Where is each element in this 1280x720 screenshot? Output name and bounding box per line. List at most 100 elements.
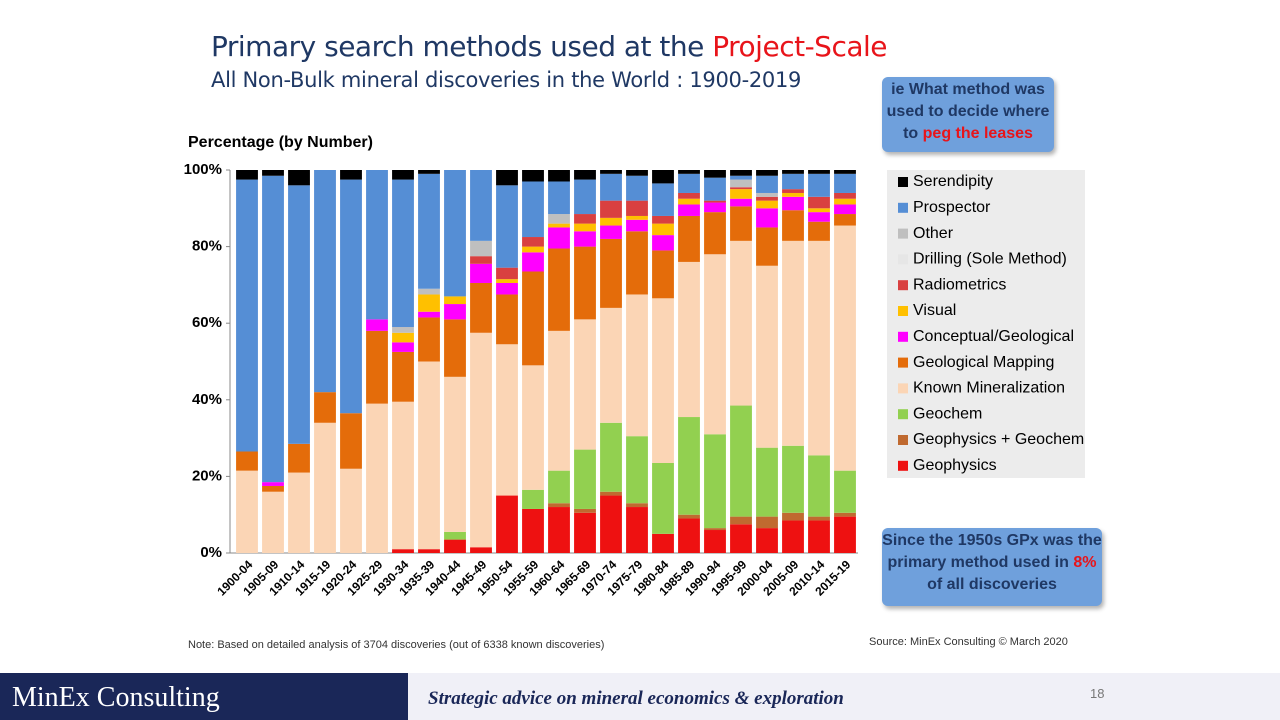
bar-segment	[548, 503, 570, 508]
bar-segment	[548, 470, 570, 504]
bar-segment	[730, 189, 752, 199]
bar-segment	[782, 192, 804, 197]
bar-segment	[600, 307, 622, 423]
title-text: Primary search methods used at the	[211, 30, 704, 63]
bar-segment	[704, 530, 726, 553]
bar-segment	[782, 512, 804, 521]
footer-band	[0, 673, 408, 720]
bar-segment	[652, 215, 674, 224]
bar-segment	[418, 549, 440, 553]
bar-segment	[730, 175, 752, 180]
y-tick-label: 0%	[200, 544, 222, 561]
bar-segment	[522, 246, 544, 253]
bar-segment	[366, 319, 388, 331]
callout: Since the 1950s GPx was the primary meth…	[882, 528, 1102, 606]
bar-segment	[730, 516, 752, 525]
bar-segment	[522, 271, 544, 366]
legend-label: Geophysics	[913, 457, 997, 474]
bar-segment	[444, 319, 466, 377]
bar-segment	[730, 240, 752, 406]
bar-segment	[808, 516, 830, 521]
legend-swatch	[898, 202, 908, 213]
bar-segment	[418, 170, 440, 174]
bar-segment	[808, 208, 830, 213]
bar-segment	[418, 311, 440, 318]
bar-segment	[704, 200, 726, 203]
bar-segment	[392, 327, 414, 333]
bar-segment	[470, 240, 492, 257]
bar-segment	[548, 214, 570, 224]
callout: ie What method was used to decide where …	[882, 77, 1054, 152]
bar-segment	[418, 173, 440, 289]
bar-segment	[808, 240, 830, 456]
bar-segment	[392, 179, 414, 328]
bar-segment	[444, 539, 466, 553]
bar-segment	[600, 173, 622, 201]
bar-segment	[782, 210, 804, 241]
bar-segment	[626, 294, 648, 437]
bar-segment	[262, 175, 284, 483]
bar-segment	[392, 549, 414, 553]
bar-segment	[782, 173, 804, 190]
bar-segment	[678, 514, 700, 519]
bar-segment	[574, 319, 596, 450]
bar-segment	[704, 202, 726, 213]
bar-segment	[730, 187, 752, 190]
bar-segment	[496, 279, 518, 283]
bar-segment	[756, 170, 778, 176]
bar-segment	[522, 181, 544, 238]
y-tick-label: 20%	[192, 467, 222, 484]
bar-segment	[392, 332, 414, 343]
y-tick-label: 100%	[184, 161, 222, 178]
bar-segment	[730, 524, 752, 553]
bar-segment	[626, 436, 648, 504]
bar-segment	[340, 413, 362, 469]
bar-segment	[522, 252, 544, 272]
source: Source: MinEx Consulting © March 2020	[869, 636, 1068, 648]
bar-segment	[262, 482, 284, 486]
legend-swatch	[898, 280, 908, 291]
bar-segment	[574, 246, 596, 320]
chart: Percentage (by Number) 0% 20% 40% 60% 80% 100…	[184, 134, 1085, 599]
bar-segment	[626, 219, 648, 232]
bar-segment	[704, 528, 726, 531]
legend-label: Other	[913, 225, 954, 242]
bar-segment	[574, 508, 596, 513]
bar-segment	[834, 198, 856, 205]
bar-segment	[756, 208, 778, 228]
bar-segment	[574, 214, 596, 224]
tagline: Strategic advice on mineral economics & …	[428, 688, 844, 709]
bar-segment	[626, 215, 648, 220]
bar-segment	[808, 212, 830, 222]
bar-segment	[782, 240, 804, 446]
bar-segment	[626, 200, 648, 216]
bar-segment	[808, 173, 830, 197]
bar-segment	[496, 170, 518, 186]
bar-segment	[834, 512, 856, 517]
bar-segment	[756, 175, 778, 193]
bar-segment	[600, 170, 622, 174]
callout-text: ie What method was used to decide where …	[886, 81, 1050, 142]
bar-segment	[574, 512, 596, 553]
bar-segment	[548, 248, 570, 331]
bar-segment	[756, 528, 778, 553]
bar-segment	[496, 267, 518, 280]
callout-text: of all discoveries	[927, 576, 1057, 593]
bar-segment	[366, 170, 388, 320]
bar-segment	[574, 449, 596, 509]
legend-swatch	[898, 460, 908, 471]
bar-segment	[262, 491, 284, 553]
bar-segment	[652, 183, 674, 216]
bar-segment	[548, 507, 570, 553]
bar-segment	[678, 170, 700, 174]
bar-segment	[418, 288, 440, 295]
bar-segment	[288, 170, 310, 186]
bar-segment	[262, 170, 284, 176]
bar-segment	[314, 170, 336, 393]
bar-segment	[652, 235, 674, 251]
bar-segment	[600, 495, 622, 553]
bar-segment	[600, 217, 622, 226]
brand: MinEx Consulting	[12, 682, 220, 713]
bar-segment	[288, 443, 310, 473]
